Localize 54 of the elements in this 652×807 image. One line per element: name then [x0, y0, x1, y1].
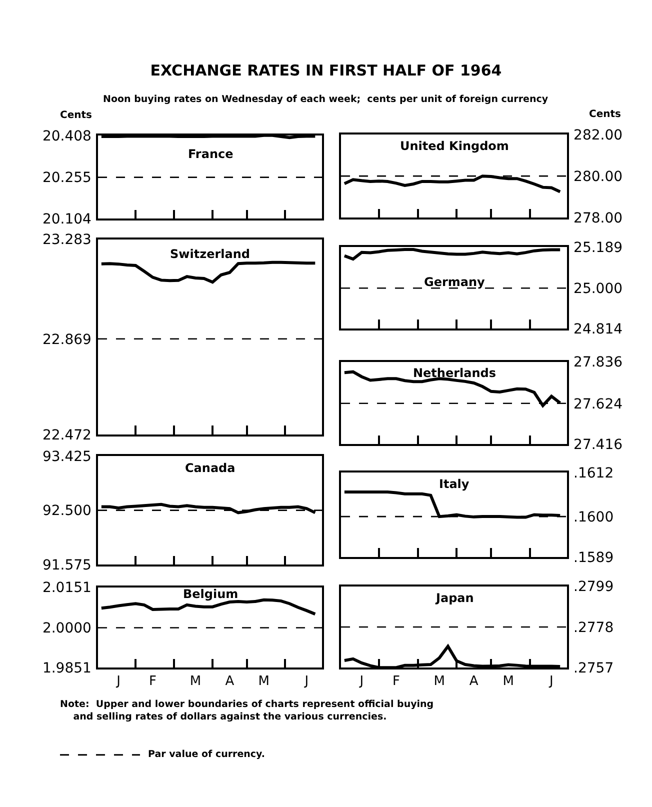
x-tick-label: A	[469, 674, 478, 689]
text: Netherlands	[413, 366, 496, 380]
y-tick-label: .1600	[574, 509, 614, 526]
x-tick-label: M	[190, 674, 202, 689]
y-tick-label: .1612	[574, 465, 614, 482]
x-tick-label: F	[148, 674, 156, 689]
x-tick-label: A	[225, 674, 234, 689]
chart-title: Belgium	[183, 587, 238, 601]
text: Canada	[185, 461, 236, 475]
y-tick-label: 27.624	[574, 396, 623, 412]
y-tick-label: 24.814	[574, 321, 623, 338]
y-tick-label: 278.00	[574, 210, 623, 227]
text: Note: Upper and lower boundaries of charts represent official buying and selling rates of dollars against the various currencies.	[60, 699, 434, 722]
text: Switzerland	[170, 247, 250, 261]
y-tick-label: 25.189	[574, 240, 623, 256]
y-tick-label: 23.283	[42, 232, 92, 248]
y-tick-label: 280.00	[574, 168, 623, 185]
y-tick-label: 20.104	[42, 212, 92, 228]
x-tick-label: M	[502, 674, 514, 689]
y-tick-label: 27.416	[574, 437, 623, 454]
y-tick-label: .1589	[574, 550, 614, 566]
y-tick-label: 2.0000	[42, 620, 92, 637]
y-tick-label: 22.472	[42, 427, 92, 444]
y-tick-label: 27.836	[574, 354, 623, 371]
y-axis-title: Cents	[60, 110, 92, 121]
x-tick-label: M	[434, 674, 445, 689]
text: United Kingdom	[400, 139, 509, 153]
x-tick-label: M	[258, 674, 270, 689]
y-tick-label: 93.425	[42, 448, 92, 465]
text: EXCHANGE RATES IN FIRST HALF OF 1964	[150, 61, 502, 80]
text: France	[188, 147, 234, 161]
y-tick-label: 282.00	[574, 127, 623, 144]
y-tick-label: .2757	[574, 660, 614, 677]
x-tick-label: J	[548, 674, 554, 689]
y-tick-label: .2778	[574, 620, 614, 636]
y-tick-label: .2799	[574, 579, 614, 596]
y-tick-label: 22.869	[42, 332, 92, 348]
y-tick-label: 25.000	[574, 281, 623, 298]
text: Germany	[424, 275, 486, 289]
x-tick-label: J	[358, 674, 364, 689]
y-tick-label: 91.575	[42, 558, 92, 574]
y-tick-label: 2.0151	[42, 580, 92, 596]
y-tick-label: 20.255	[42, 170, 92, 186]
x-tick-label: J	[116, 674, 120, 689]
y-tick-label: 1.9851	[42, 660, 92, 677]
y-tick-label: 20.408	[42, 128, 92, 144]
text: Par value of currency.	[148, 749, 265, 760]
x-tick-label: F	[392, 674, 400, 689]
y-tick-label: 92.500	[42, 503, 92, 520]
text: Japan	[435, 591, 474, 605]
y-axis-title: Cents	[589, 109, 622, 120]
x-tick-label: J	[304, 674, 309, 689]
text: Italy	[439, 477, 470, 491]
text: Noon buying rates on Wednesday of each week; cents per unit of foreign currency	[103, 94, 549, 105]
